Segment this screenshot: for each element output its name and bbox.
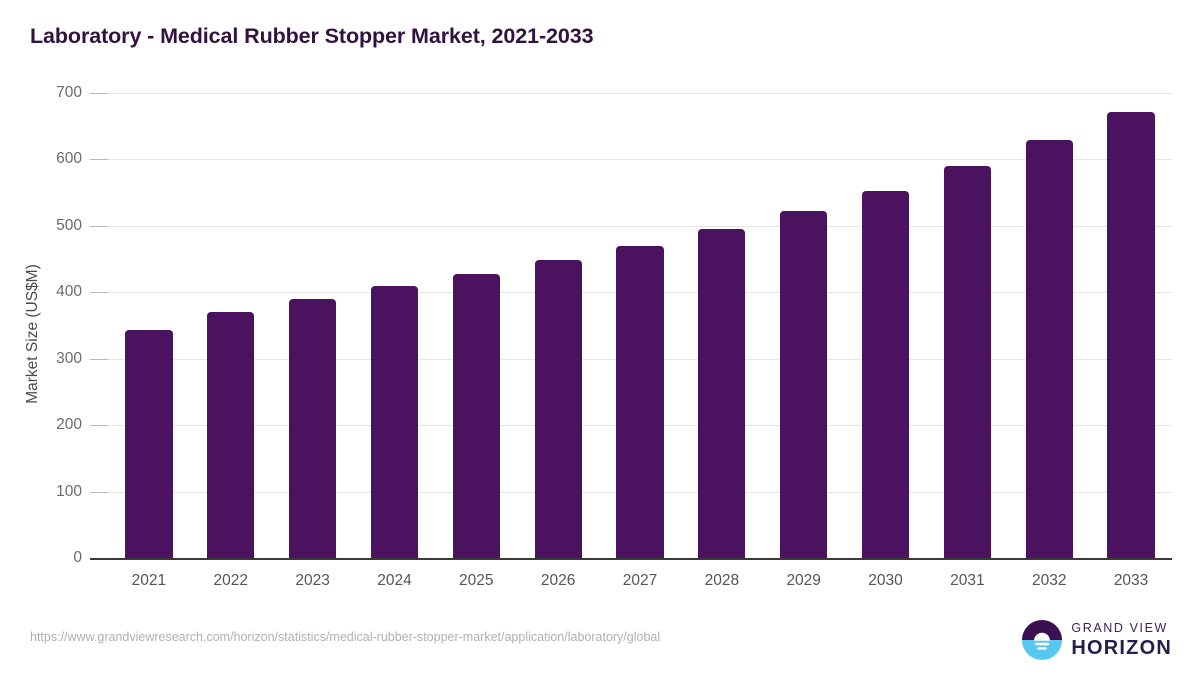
x-tick-label: 2024 [377,572,412,589]
y-tick-label: 700 [56,84,82,101]
bar[interactable] [780,211,828,558]
gridline [108,93,1172,94]
logo-line-1: GRAND VIEW [1071,621,1168,636]
page-title: Laboratory - Medical Rubber Stopper Mark… [30,24,594,48]
y-tick-mark [90,292,108,294]
y-tick-mark [90,425,108,427]
y-tick-label: 300 [56,349,82,367]
x-tick-label: 2028 [704,572,740,589]
x-tick-label: 2029 [786,572,821,589]
y-tick-mark [90,358,108,360]
logo-wordmark: GRAND VIEW HORIZON [1071,622,1172,658]
x-tick-label: 2025 [459,572,494,589]
bar[interactable] [1025,140,1073,558]
y-axis-title: Market Size (US$M) [24,264,41,404]
logo-line-2: HORIZON [1071,636,1172,659]
bar[interactable] [534,260,582,558]
x-axis-baseline [90,558,1172,560]
y-tick-label: 400 [56,283,82,301]
gridline [108,225,1172,227]
x-tick-label: 2023 [295,572,330,589]
bar[interactable] [943,166,992,558]
bar[interactable] [288,298,337,558]
horizon-sun-icon [1022,620,1063,660]
x-tick-label: 2026 [540,572,576,589]
bar[interactable] [1107,112,1155,558]
gridline [108,159,1172,161]
x-tick-label: 2033 [1113,572,1149,589]
x-tick-label: 2022 [213,572,248,589]
y-tick-label: 0 [73,549,82,566]
y-tick-label: 200 [56,416,82,434]
source-url-text: https://www.grandviewresearch.com/horizo… [30,630,661,644]
bar[interactable] [861,190,910,558]
bar[interactable] [698,229,746,558]
y-tick-label: 600 [56,150,82,168]
y-tick-mark [90,491,108,493]
y-tick-label: 100 [56,482,82,500]
bar[interactable] [207,312,255,558]
y-tick-label: 500 [56,216,82,234]
x-tick-label: 2030 [868,572,903,589]
y-tick-mark [90,225,108,227]
x-tick-label: 2032 [1031,572,1067,589]
bar[interactable] [370,286,419,558]
x-tick-label: 2031 [950,572,985,589]
bar[interactable] [125,330,173,558]
x-tick-label: 2027 [622,572,658,589]
grand-view-horizon-logo: GRAND VIEW HORIZON [1022,620,1172,660]
y-tick-mark [90,93,108,94]
bar[interactable] [616,245,664,558]
bar[interactable] [452,274,500,558]
x-tick-label: 2021 [131,572,167,589]
y-tick-mark [90,159,108,161]
